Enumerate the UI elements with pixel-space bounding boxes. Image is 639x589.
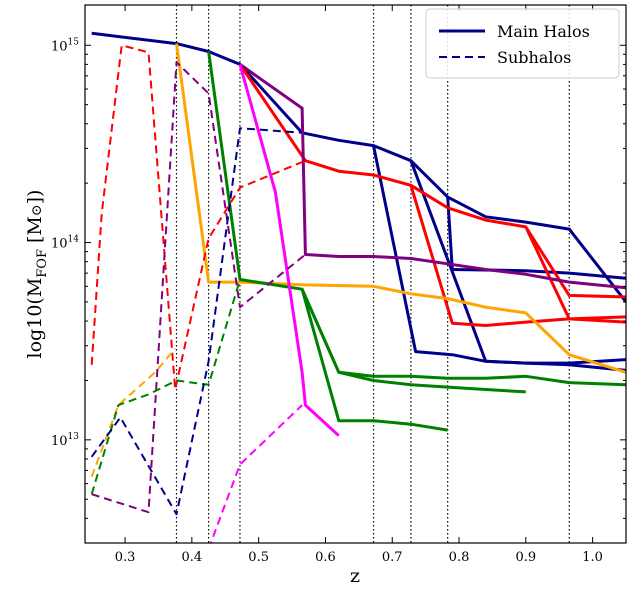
- x-tick-label: 0.6: [315, 550, 336, 565]
- x-tick-label: 0.5: [248, 550, 269, 565]
- x-tick-label: 0.7: [382, 550, 403, 565]
- series-layer: [90, 31, 626, 543]
- legend-box: [425, 8, 620, 79]
- legend-main-halos-label: Main Halos: [497, 22, 590, 41]
- y-axis-label: log10(MFOF [M⊙]): [24, 190, 50, 359]
- main-halo-line: [524, 226, 626, 324]
- subhalo-line: [91, 61, 307, 514]
- main-halo-line: [300, 288, 526, 394]
- subhalo-line: [90, 44, 306, 391]
- main-halo-line: [175, 43, 626, 374]
- main-halo-line: [446, 197, 626, 280]
- x-axis-ticks: 0.3 0.4 0.5 0.6 0.7 0.8 0.9 1.0: [115, 5, 603, 565]
- y-tick-label: 1014: [51, 235, 79, 252]
- main-halo-line: [238, 63, 340, 437]
- main-halo-line: [300, 288, 448, 432]
- y-tick-label: 1015: [51, 37, 79, 54]
- main-halo-line: [409, 160, 626, 372]
- x-tick-label: 0.8: [449, 550, 470, 565]
- main-halo-line: [239, 63, 626, 290]
- subhalo-line: [90, 127, 303, 516]
- legend: Main Halos Subhalos: [425, 8, 620, 79]
- legend-subhalos-label: Subhalos: [497, 48, 571, 67]
- plot-frame: [84, 4, 627, 544]
- x-tick-label: 0.4: [182, 550, 203, 565]
- y-tick-label: 1013: [51, 432, 79, 449]
- subhalo-line: [90, 347, 176, 478]
- x-axis-label: z: [350, 565, 360, 587]
- subhalo-line: [90, 279, 241, 495]
- main-halo-line: [238, 63, 626, 299]
- main-halo-line: [207, 51, 626, 387]
- x-tick-label: 0.9: [515, 550, 536, 565]
- subhalo-line: [209, 404, 303, 543]
- x-tick-label: 1.0: [582, 550, 603, 565]
- vertical-reference-lines: [175, 5, 570, 543]
- y-axis-ticks: 1013 1014 1015: [51, 37, 626, 544]
- x-tick-label: 0.3: [115, 550, 136, 565]
